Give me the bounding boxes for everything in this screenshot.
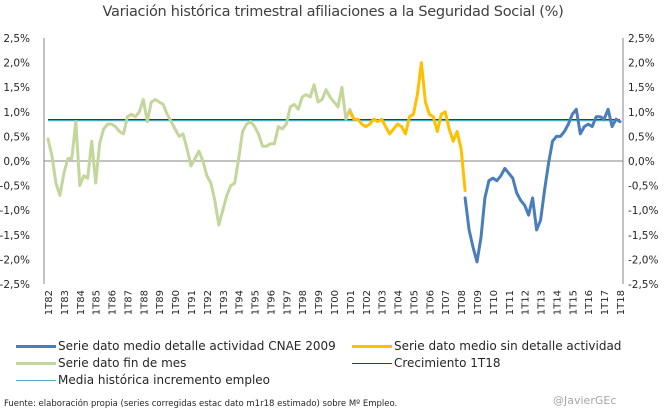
y-tick-label-right: -1,5%: [628, 230, 658, 242]
x-tick-label: 1T93: [219, 290, 230, 315]
x-tick-label: 1T08: [457, 290, 468, 315]
x-tick-label: 1T82: [44, 290, 55, 315]
reference-lines: [48, 119, 620, 122]
y-tick-label-right: 2,0%: [628, 58, 655, 70]
x-tick-label: 1T06: [425, 290, 436, 315]
x-tick-label: 1T15: [568, 290, 579, 315]
x-tick-label: 1T09: [473, 290, 484, 315]
legend-item-sin-detalle: Serie dato medio sin detalle actividad: [352, 339, 621, 353]
y-tick-label-right: -2,5%: [628, 279, 658, 291]
y-tick-label-left: 1,0%: [3, 107, 30, 119]
y-tick-label-right: 1,5%: [628, 82, 655, 94]
x-tick-label: 1T92: [203, 290, 214, 315]
x-tick-label: 1T05: [409, 290, 420, 315]
y-tick-label-left: -2,5%: [0, 279, 30, 291]
chart-title: Variación histórica trimestral afiliacio…: [102, 4, 564, 20]
legend-label: Serie dato fin de mes: [58, 356, 187, 370]
x-tick-label: 1T98: [298, 290, 309, 315]
x-tick-label: 1T13: [537, 290, 548, 315]
legend-item-cnae2009: Serie dato medio detalle actividad CNAE …: [16, 339, 336, 353]
x-tick-label: 1T99: [314, 290, 325, 315]
x-tick-label: 1T94: [235, 290, 246, 315]
y-tick-label-left: -0,5%: [0, 181, 30, 193]
x-tick-label: 1T14: [552, 290, 563, 315]
x-tick-label: 1T07: [441, 290, 452, 315]
x-tick-label: 1T03: [378, 290, 389, 315]
x-tick-label: 1T87: [123, 290, 134, 315]
y-tick-label-left: -2,0%: [0, 254, 30, 266]
x-tick-label: 1T18: [616, 290, 627, 315]
legend-label: Media histórica incremento empleo: [58, 373, 271, 387]
legend-item-fin-de-mes: Serie dato fin de mes: [16, 356, 186, 370]
x-tick-label: 1T84: [76, 290, 87, 315]
y-tick-label-left: 0,5%: [3, 131, 30, 143]
legend-item-media: Media histórica incremento empleo: [16, 373, 270, 387]
x-tick-label: 1T86: [108, 290, 119, 315]
legend-swatch-green: [16, 361, 56, 365]
series-line-sin-detalle: [348, 61, 467, 192]
legend-label: Crecimiento 1T18: [394, 356, 501, 370]
y-tick-label-right: -0,5%: [628, 181, 658, 193]
x-tick-label: 1T00: [330, 290, 341, 315]
y-tick-label-right: -2,0%: [628, 254, 658, 266]
y-tick-label-left: -1,0%: [0, 205, 30, 217]
y-tick-label-left: 2,0%: [3, 58, 30, 70]
x-tick-label: 1T88: [139, 290, 150, 315]
x-tick-label: 1T96: [266, 290, 277, 315]
x-tick-label: 1T12: [521, 290, 532, 315]
legend-swatch-orange: [352, 344, 392, 348]
legend-swatch-teal: [16, 379, 56, 381]
x-tick-label: 1T91: [187, 290, 198, 315]
x-tick-label: 1T85: [92, 290, 103, 315]
x-tick-label: 1T17: [600, 290, 611, 315]
series-line-fin-de-mes: [46, 83, 356, 227]
y-tick-label-left: 0,0%: [3, 156, 30, 168]
y-tick-label-left: 2,5%: [3, 33, 30, 45]
author-tag: @JavierGEc: [553, 394, 617, 407]
legend-swatch-red: [352, 362, 392, 364]
x-tick-label: 1T97: [282, 290, 293, 315]
y-tick-label-right: 0,5%: [628, 131, 655, 143]
legend-item-crecimiento: Crecimiento 1T18: [352, 356, 500, 370]
y-tick-label-right: 2,5%: [628, 33, 655, 45]
x-tick-label: 1T83: [60, 290, 71, 315]
series-lines: [46, 61, 622, 264]
y-axis-right-ticks: 2,5% 2,0% 1,5% 1,0% 0,5% 0,0% -0,5% -1,0% -1,5% -…: [628, 33, 658, 291]
legend-swatch-blue: [16, 344, 56, 348]
chart-plot: 2,5% 2,0% 1,5% 1,0% 0,5% 0,0% -0,5% -1,0% -1,5% -…: [0, 33, 658, 315]
x-tick-label: 1T04: [394, 290, 405, 315]
legend-label: Serie dato medio detalle actividad CNAE …: [58, 339, 336, 353]
y-tick-label-right: 0,0%: [628, 156, 655, 168]
series-line-cnae2009: [463, 107, 622, 264]
x-tick-label: 1T90: [171, 290, 182, 315]
y-tick-label-right: 1,0%: [628, 107, 655, 119]
x-tick-label: 1T01: [346, 290, 357, 315]
axes: [43, 38, 624, 284]
y-axis-left-ticks: 2,5% 2,0% 1,5% 1,0% 0,5% 0,0% -0,5% -1,0% -1,5% -…: [0, 33, 30, 291]
x-axis-ticks: 1T82 1T83 1T84 1T85 1T86 1T87 1T88 1T89 1T90 1T91…: [44, 290, 627, 315]
y-tick-label-left: 1,5%: [3, 82, 30, 94]
x-tick-label: 1T02: [362, 290, 373, 315]
x-tick-label: 1T95: [251, 290, 262, 315]
legend-label: Serie dato medio sin detalle actividad: [394, 339, 622, 353]
y-tick-label-left: -1,5%: [0, 230, 30, 242]
x-tick-label: 1T10: [489, 290, 500, 315]
x-tick-label: 1T89: [155, 290, 166, 315]
x-tick-label: 1T16: [584, 290, 595, 315]
x-tick-label: 1T11: [505, 290, 516, 315]
y-tick-label-right: -1,0%: [628, 205, 658, 217]
source-note: Fuente: elaboración propia (series corre…: [4, 399, 398, 409]
